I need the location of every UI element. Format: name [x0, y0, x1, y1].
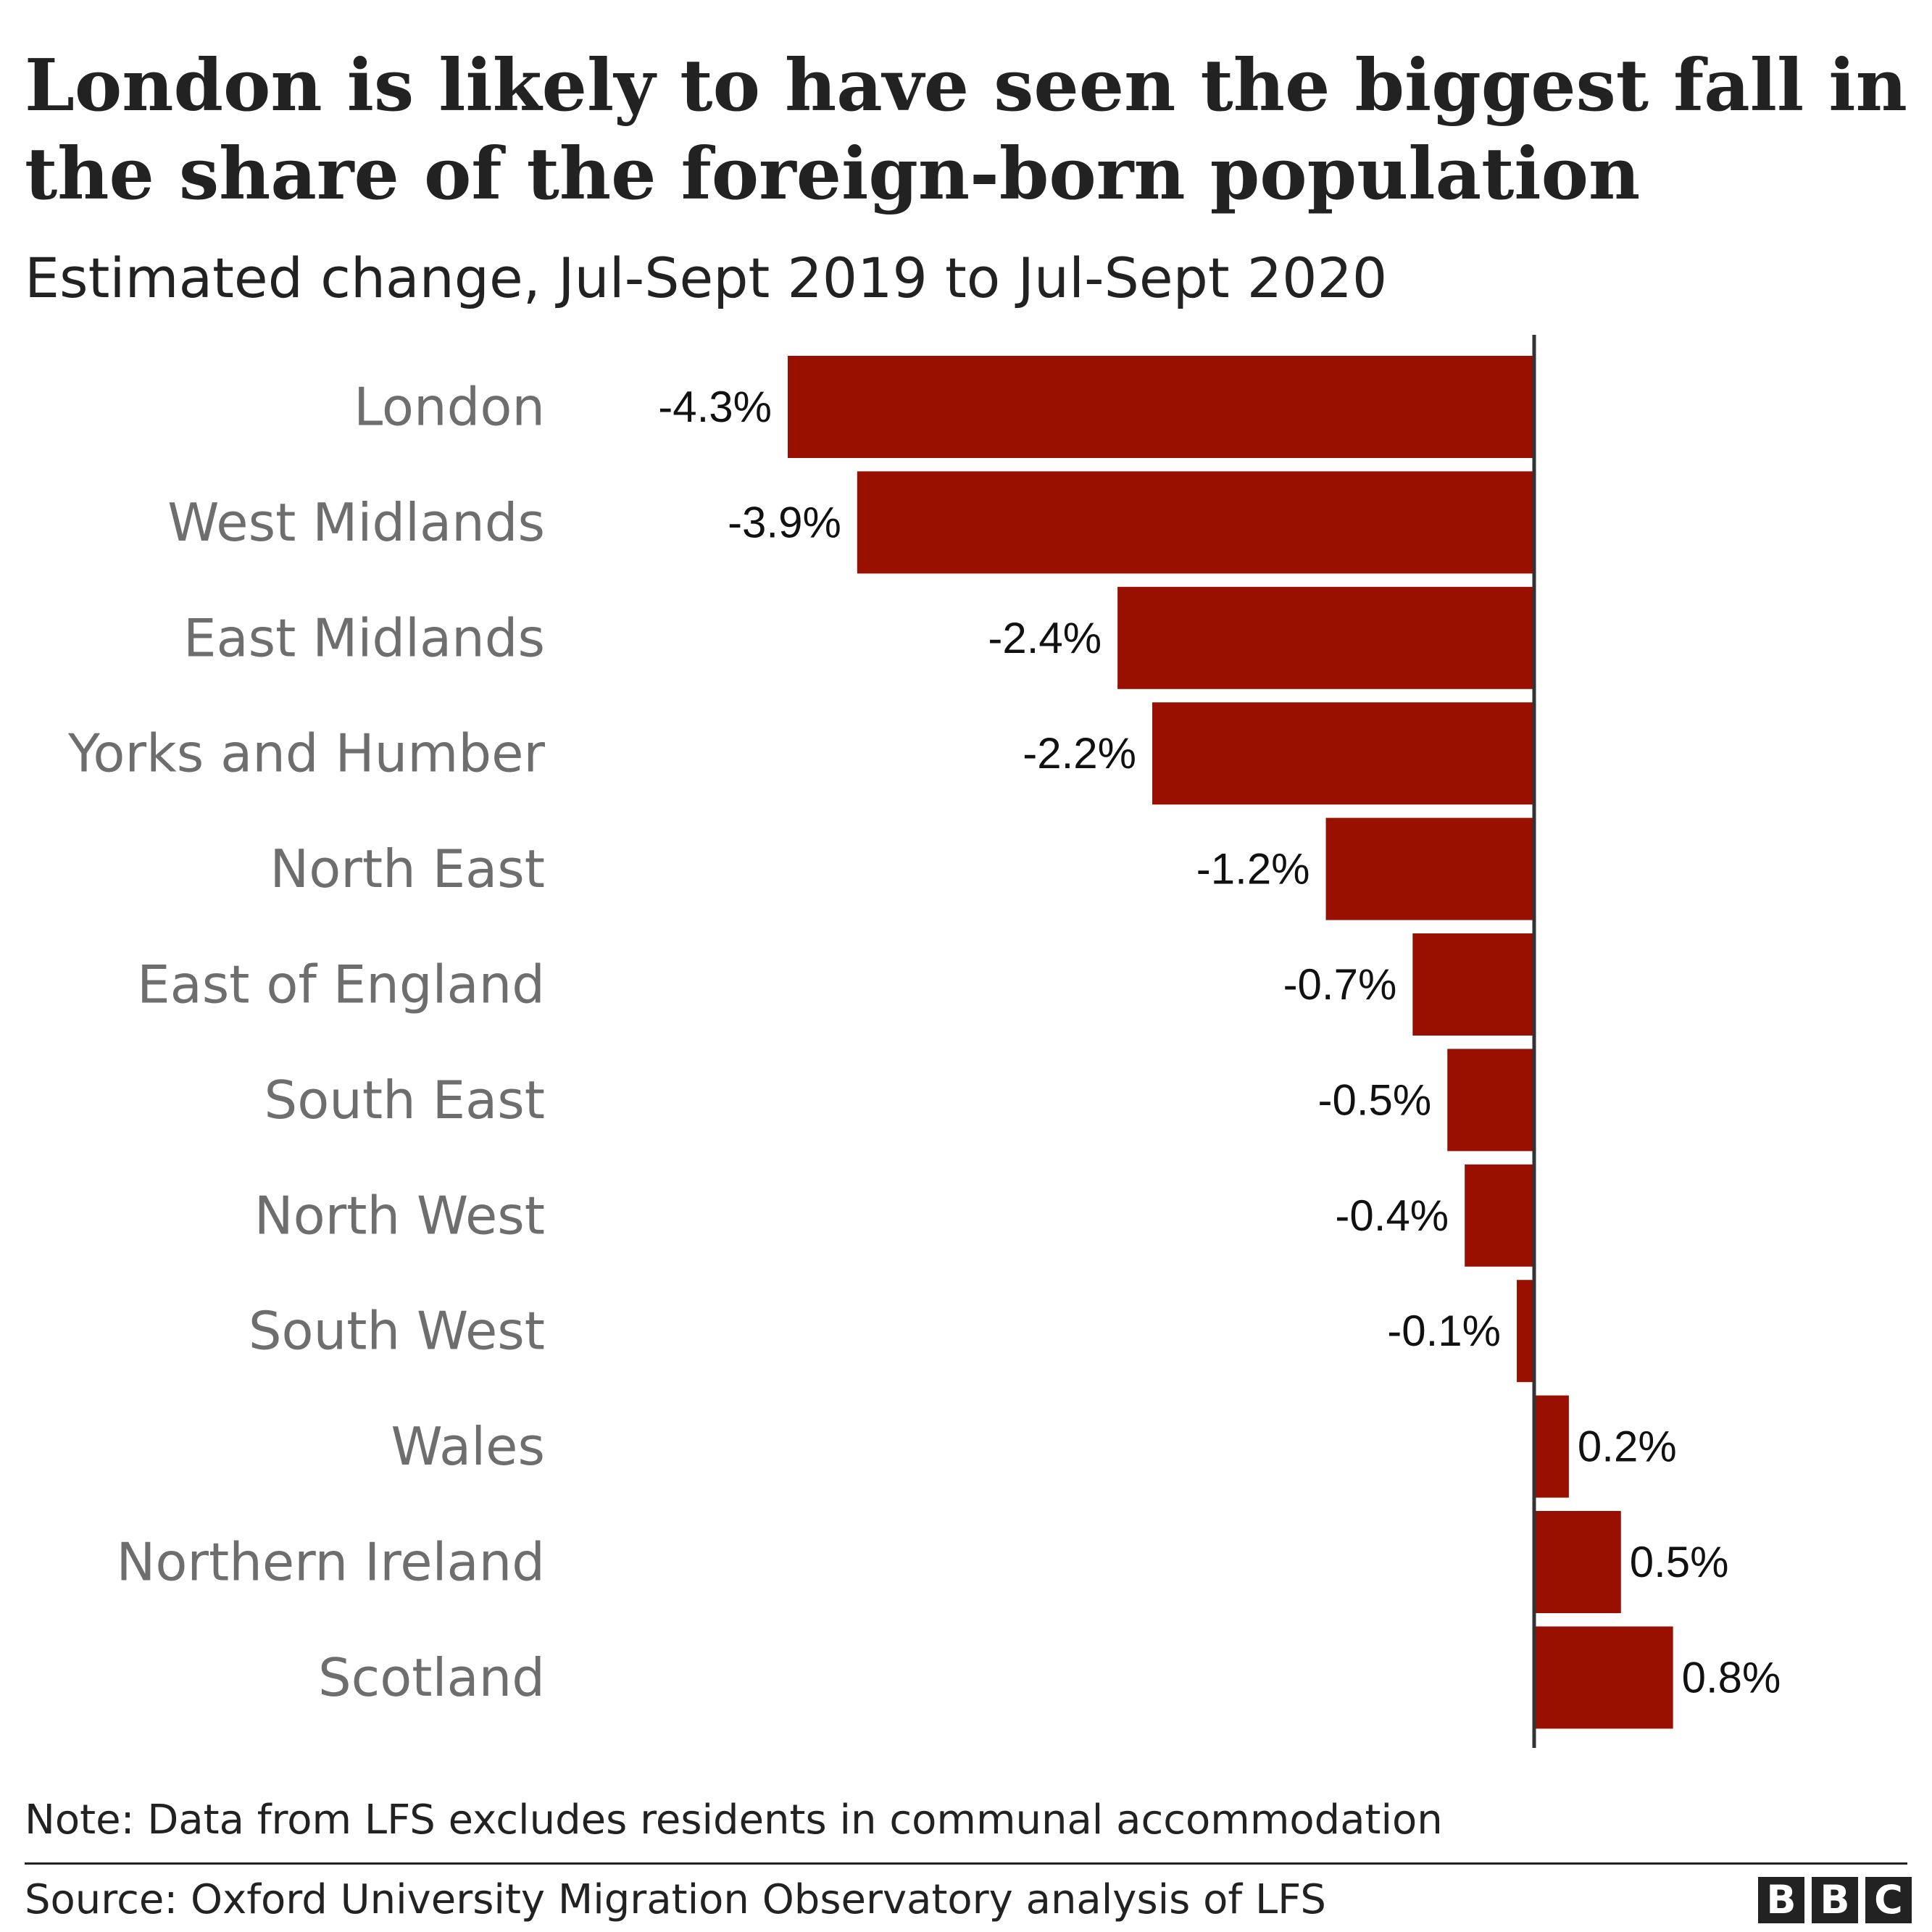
value-label-east-midlands: -2.4%	[988, 614, 1102, 662]
bbc-logo: B B C	[1758, 1877, 1912, 1923]
bar-north-west	[1465, 1164, 1534, 1267]
category-label-east-of-england: East of England	[137, 954, 545, 1015]
bar-northern-ireland	[1534, 1511, 1621, 1613]
category-label-west-midlands: West Midlands	[167, 492, 545, 553]
bar-east-midlands	[1117, 586, 1534, 689]
value-label-scotland: 0.8%	[1682, 1653, 1781, 1702]
bar-north-east	[1325, 817, 1534, 920]
value-label-wales: 0.2%	[1578, 1423, 1677, 1471]
bar-london	[788, 356, 1534, 458]
category-label-london: London	[354, 377, 545, 438]
chart-title: London is likely to have seen the bigges…	[25, 44, 1907, 216]
value-label-south-west: -0.1%	[1387, 1307, 1501, 1355]
bar-east-of-england	[1412, 933, 1534, 1036]
value-label-yorks-and-humber: -2.2%	[1023, 729, 1136, 778]
category-label-north-west: North West	[254, 1185, 545, 1246]
category-label-yorks-and-humber: Yorks and Humber	[67, 723, 545, 784]
value-label-northern-ireland: 0.5%	[1630, 1538, 1729, 1586]
chart-source: Source: Oxford University Migration Obse…	[25, 1876, 1326, 1923]
chart-note: Note: Data from LFS excludes residents i…	[25, 1796, 1443, 1844]
bar-scotland	[1534, 1626, 1673, 1729]
bar-yorks-and-humber	[1152, 702, 1534, 805]
value-label-london: -4.3%	[658, 383, 772, 431]
category-label-wales: Wales	[391, 1416, 545, 1477]
category-label-north-east: North East	[270, 838, 545, 899]
category-label-east-midlands: East Midlands	[183, 607, 545, 668]
value-label-east-of-england: -0.7%	[1283, 960, 1397, 1009]
category-label-northern-ireland: Northern Ireland	[116, 1532, 545, 1593]
logo-letter-b2: B	[1812, 1877, 1858, 1923]
footer-divider	[25, 1862, 1907, 1865]
logo-letter-b1: B	[1758, 1877, 1804, 1923]
category-label-scotland: Scotland	[318, 1647, 545, 1708]
bar-south-east	[1447, 1049, 1534, 1152]
chart-subtitle: Estimated change, Jul-Sept 2019 to Jul-S…	[25, 246, 1388, 310]
category-label-south-east: South East	[265, 1070, 546, 1131]
value-label-north-east: -1.2%	[1196, 845, 1310, 894]
value-label-north-west: -0.4%	[1335, 1191, 1449, 1240]
value-label-west-midlands: -3.9%	[728, 498, 841, 546]
logo-letter-c: C	[1865, 1877, 1912, 1923]
bar-south-west	[1517, 1280, 1534, 1383]
bar-wales	[1534, 1395, 1569, 1498]
category-label-south-west: South West	[249, 1301, 545, 1362]
bar-west-midlands	[857, 471, 1534, 574]
value-label-south-east: -0.5%	[1317, 1075, 1431, 1124]
